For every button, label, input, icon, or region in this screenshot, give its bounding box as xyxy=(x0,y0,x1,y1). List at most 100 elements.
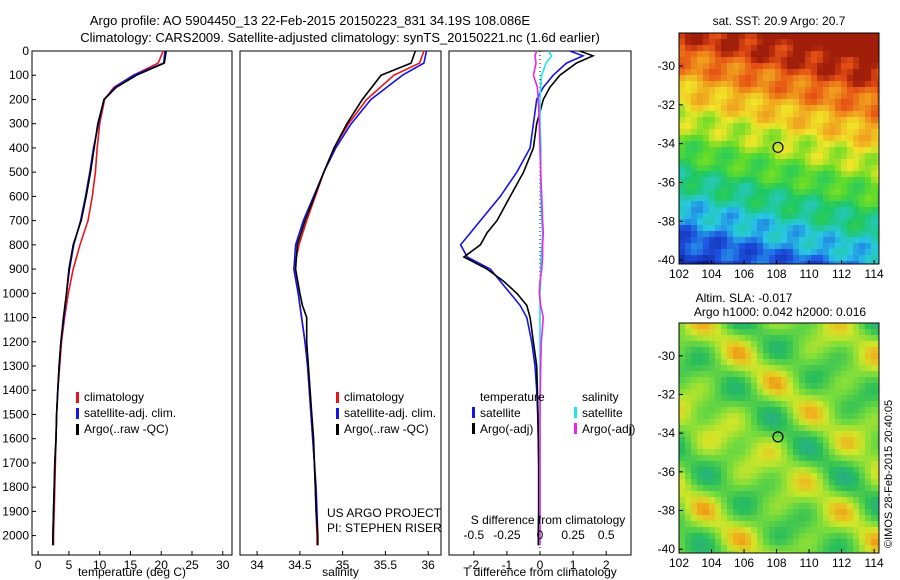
sla-map-cell xyxy=(793,419,799,425)
sla-map-cell xyxy=(811,335,817,341)
sst-map-cell xyxy=(751,189,757,195)
sst-map-cell xyxy=(691,171,697,177)
sla-map-cell xyxy=(715,503,721,509)
sla-map-cell xyxy=(685,437,691,443)
sst-map-cell xyxy=(817,189,823,195)
sst-map-cell xyxy=(841,117,847,123)
y-tick-label: 500 xyxy=(9,165,29,179)
sla-map-cell xyxy=(727,551,733,553)
sla-map-cell xyxy=(787,359,793,365)
sst-map-cell xyxy=(871,213,877,219)
sst-map-cell xyxy=(835,159,841,165)
sla-map-cell xyxy=(793,455,799,461)
sla-map-cell xyxy=(721,425,727,431)
sla-map-cell xyxy=(811,353,817,359)
sla-map-cell xyxy=(691,503,697,509)
sst-map-cell xyxy=(817,117,823,123)
sst-map-cell xyxy=(733,225,739,231)
sla-map-cell xyxy=(727,539,733,545)
sla-map-cell xyxy=(781,323,787,329)
sst-map-cell xyxy=(823,195,829,201)
sla-map-cell xyxy=(847,395,853,401)
sla-map-cell xyxy=(745,503,751,509)
sst-map-cell xyxy=(805,63,811,69)
sst-map-cell xyxy=(685,123,691,129)
sla-map-cell xyxy=(715,359,721,365)
sla-map-cell xyxy=(679,341,685,347)
sst-map-cell xyxy=(769,231,775,237)
sla-map-cell xyxy=(877,425,879,431)
sst-map-cell xyxy=(757,159,763,165)
sla-map-cell xyxy=(787,455,793,461)
sst-map-cell xyxy=(721,237,727,243)
sst-map-cell xyxy=(697,261,703,264)
sla-map-cell xyxy=(727,461,733,467)
sst-map-cell xyxy=(751,147,757,153)
sst-map-cell xyxy=(853,165,859,171)
sla-map-cell xyxy=(805,539,811,545)
sst-map-cell xyxy=(763,219,769,225)
sla-map-cell xyxy=(727,353,733,359)
sst-map-cell xyxy=(787,75,793,81)
sst-map-cell xyxy=(847,243,853,249)
sst-map-cell xyxy=(715,99,721,105)
sla-map-cell xyxy=(817,479,823,485)
sst-map-cell xyxy=(871,207,877,213)
sla-map-cell xyxy=(823,377,829,383)
sla-map-cell xyxy=(739,461,745,467)
sst-map-cell xyxy=(709,171,715,177)
map-frame xyxy=(678,322,880,554)
sst-map-cell xyxy=(733,33,739,39)
sst-map-cell xyxy=(811,45,817,51)
sst-map-cell xyxy=(835,111,841,117)
sla-map-cell xyxy=(745,371,751,377)
sla-map-cell xyxy=(865,395,871,401)
sla-map-cell xyxy=(841,539,847,545)
map-x-tick-label: 104 xyxy=(702,556,722,570)
sla-map-cell xyxy=(697,347,703,353)
legend-swatch-2 xyxy=(336,424,339,435)
sst-map-cell xyxy=(793,141,799,147)
sst-map-cell xyxy=(877,261,879,264)
sla-map-cell xyxy=(811,539,817,545)
sst-map-cell xyxy=(853,261,859,264)
sst-map-cell xyxy=(679,93,685,99)
sla-map-cell xyxy=(817,515,823,521)
sla-map-cell xyxy=(727,473,733,479)
sla-map-cell xyxy=(703,431,709,437)
sla-map-cell xyxy=(703,401,709,407)
sla-map-cell xyxy=(835,407,841,413)
sla-map-cell xyxy=(691,431,697,437)
sst-map-cell xyxy=(781,123,787,129)
sla-map-cell xyxy=(715,431,721,437)
sst-map-cell xyxy=(829,141,835,147)
sst-map-cell xyxy=(793,195,799,201)
sst-map-cell xyxy=(697,183,703,189)
sst-map-cell xyxy=(865,39,871,45)
sla-map-cell xyxy=(859,473,865,479)
sst-map-cell xyxy=(685,195,691,201)
sla-map-cell xyxy=(793,491,799,497)
sst-map-cell xyxy=(865,159,871,165)
sla-map-cell xyxy=(721,389,727,395)
sla-map-cell xyxy=(805,527,811,533)
sla-map-cell xyxy=(721,515,727,521)
sla-map-cell xyxy=(685,515,691,521)
sla-map-cell xyxy=(823,371,829,377)
sst-map-cell xyxy=(751,69,757,75)
sla-map-cell xyxy=(727,425,733,431)
sst-map-cell xyxy=(679,117,685,123)
sla-map-cell xyxy=(691,323,697,329)
sla-map-cell xyxy=(781,467,787,473)
sla-map-cell xyxy=(829,509,835,515)
sst-map-cell xyxy=(877,117,879,123)
sla-map-cell xyxy=(745,335,751,341)
sla-map-cell xyxy=(709,539,715,545)
sla-map-cell xyxy=(811,551,817,553)
sla-map-cell xyxy=(697,365,703,371)
sst-map-cell xyxy=(793,237,799,243)
sst-map-cell xyxy=(871,45,877,51)
sla-map-cell xyxy=(757,389,763,395)
sst-map-cell xyxy=(793,111,799,117)
sla-map-cell xyxy=(859,449,865,455)
